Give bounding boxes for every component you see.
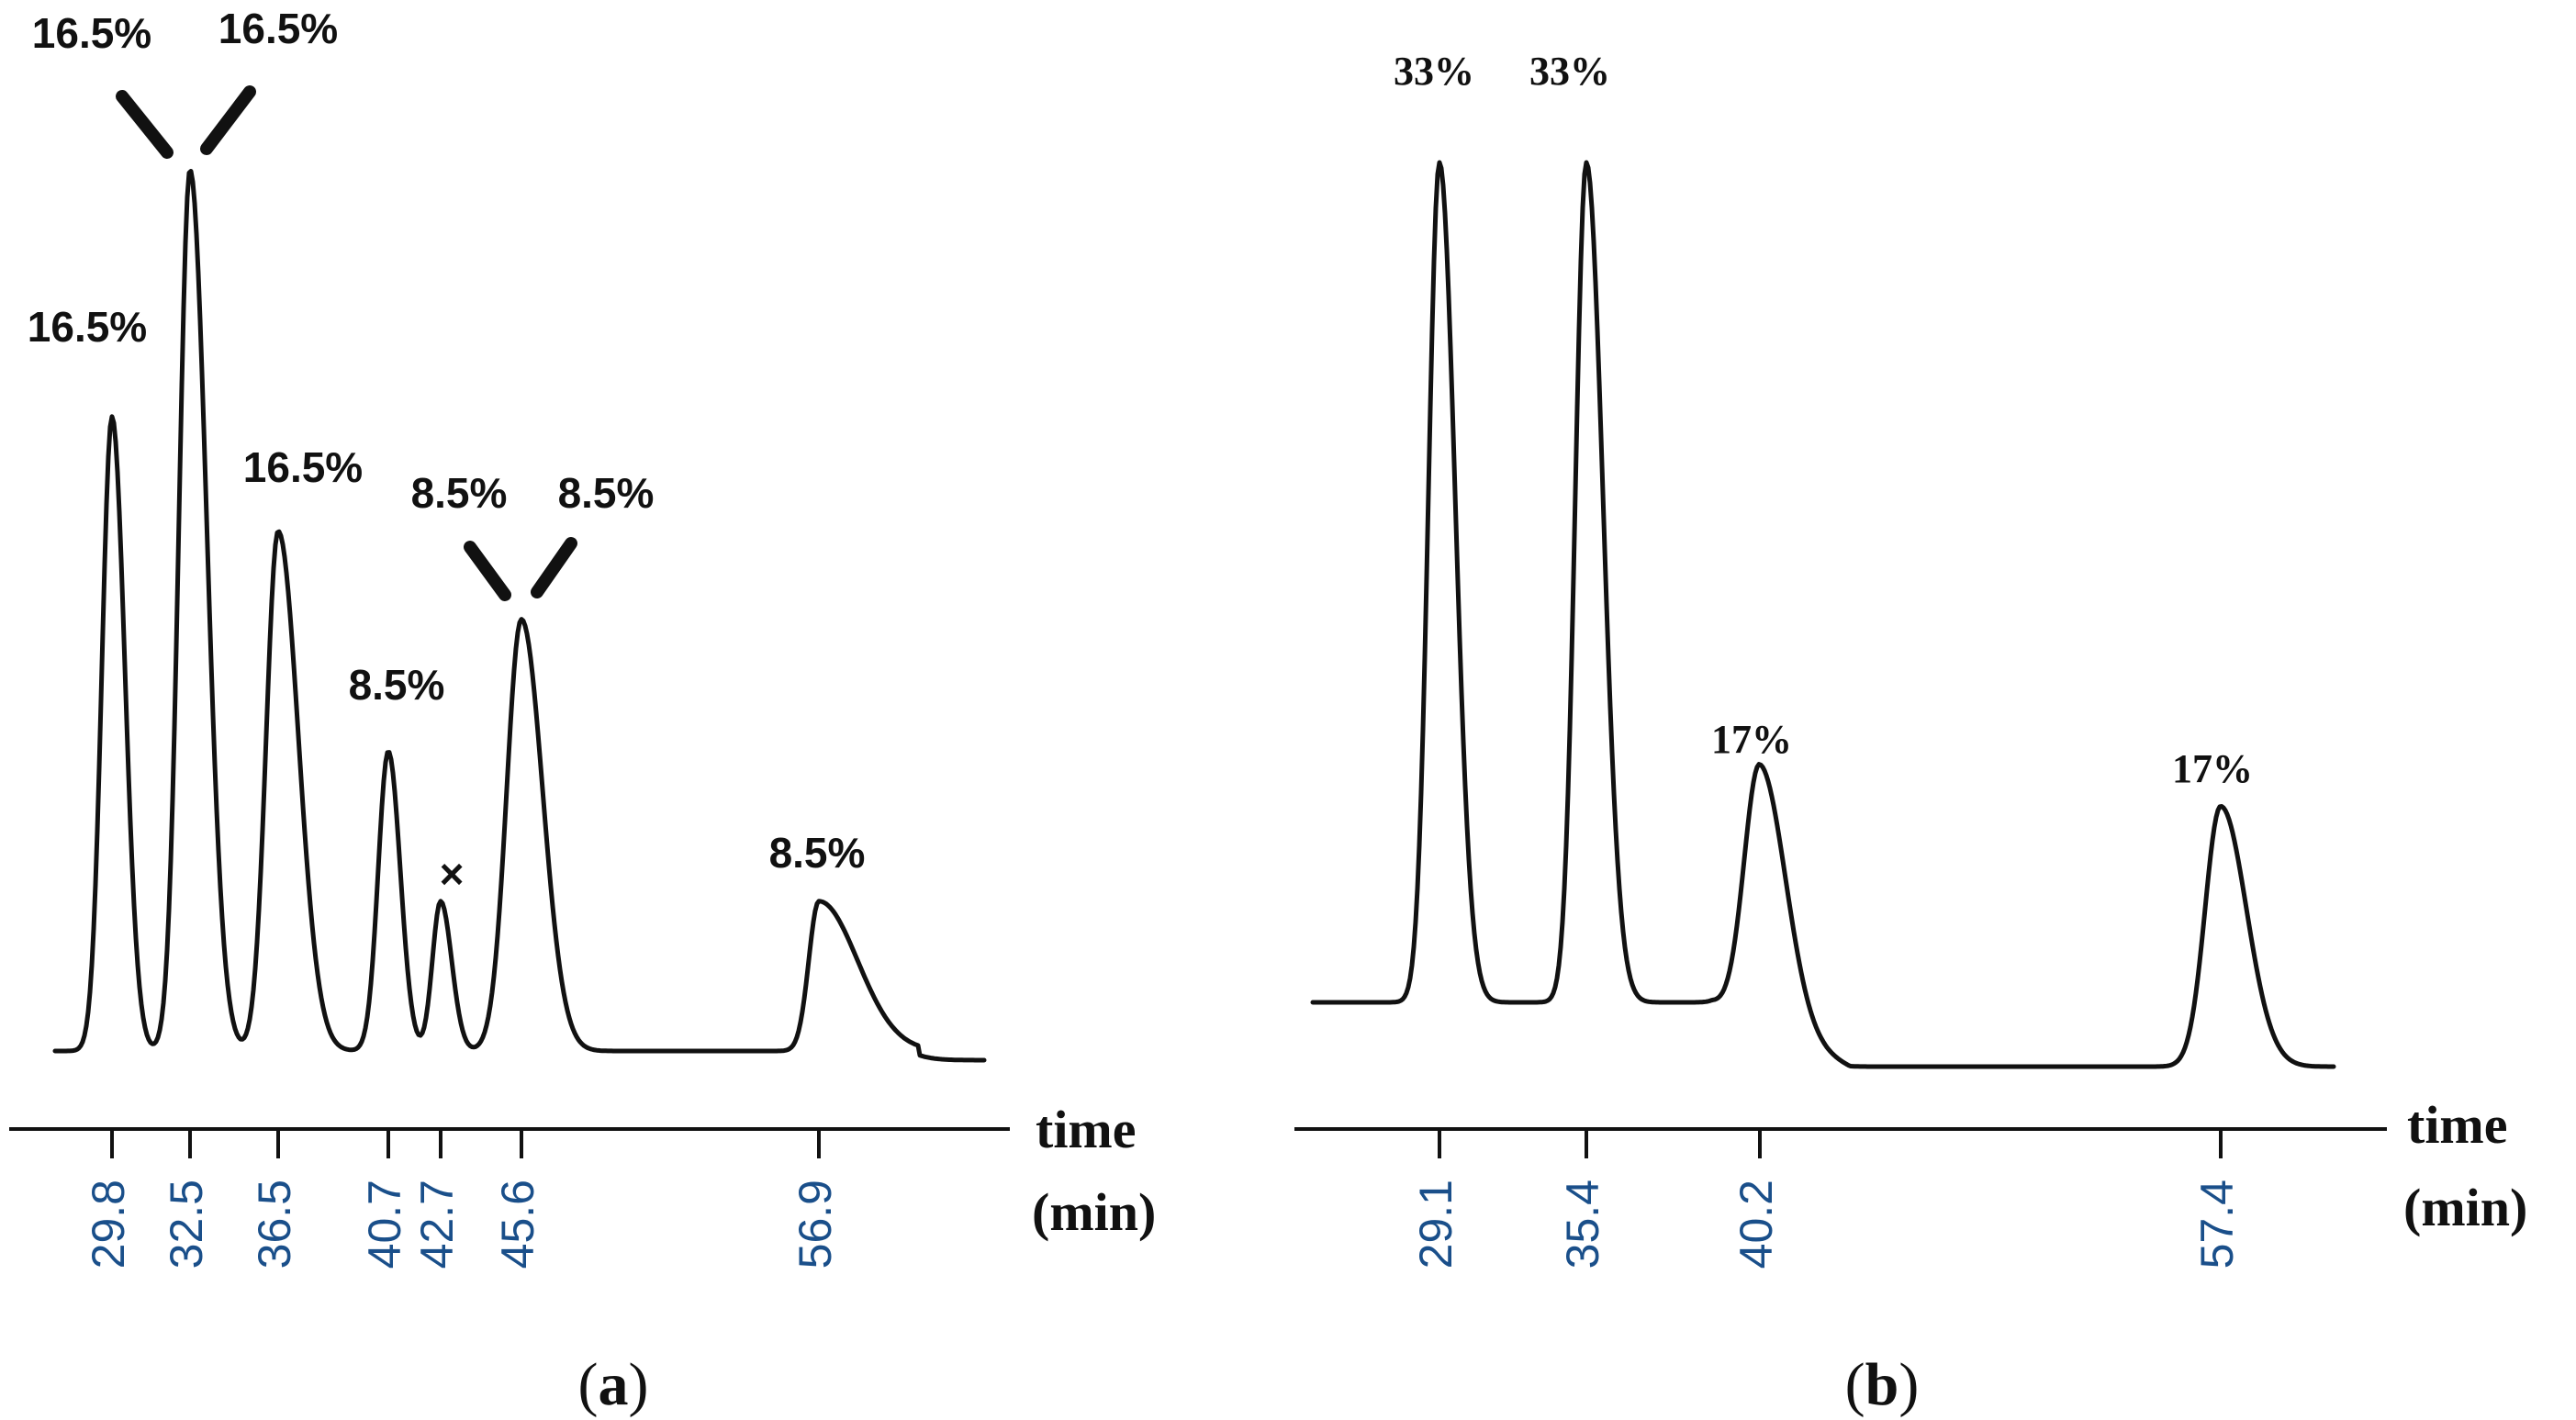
peak-label-group-a: 16.5% 16.5% 8.5% 8.5% × 16.5% 16.5% 8.5% 8.5%: [28, 5, 866, 898]
x-tick-label: 56.9: [790, 1180, 841, 1269]
panel-letter-a: a: [599, 1351, 629, 1418]
coelution-label: 8.5%: [558, 469, 655, 517]
x-tick-label: 45.6: [492, 1180, 543, 1269]
coelution-label: 16.5%: [32, 9, 151, 57]
x-label-unit-b: (min): [2403, 1178, 2527, 1237]
peak-label: 8.5%: [349, 661, 445, 709]
x-tick-label: 40.2: [1730, 1180, 1782, 1269]
peak-label: 33%: [1394, 49, 1474, 94]
x-tick-label: 57.4: [2191, 1180, 2243, 1269]
coelution-label: 8.5%: [411, 469, 508, 517]
coelution-pointer: [464, 541, 511, 601]
coelution-pointer: [531, 537, 577, 598]
x-label-time-b: time: [2407, 1095, 2508, 1155]
x-label-unit-a: (min): [1032, 1182, 1156, 1242]
x-tick-label: 32.5: [161, 1180, 212, 1269]
coelution-pointer: [200, 85, 256, 155]
panel-b: 29.1 35.4 40.2 57.4 33% 33% 17% 17% time (min)…: [1294, 49, 2527, 1418]
chromatogram-trace-b: [1310, 160, 2336, 1069]
coelution-label: 16.5%: [218, 5, 338, 52]
x-tick-label: 42.7: [411, 1180, 463, 1269]
tick-group-b: 29.1 35.4 40.2 57.4: [1410, 1129, 2243, 1269]
peak-label: 16.5%: [243, 443, 363, 491]
panel-label-a: (a): [578, 1351, 649, 1418]
peak-label: 17%: [1711, 717, 1792, 762]
x-tick-label: 29.8: [83, 1180, 134, 1269]
peak-label: 33%: [1529, 49, 1610, 94]
panel-label-b: (b): [1845, 1351, 1920, 1418]
x-tick-label: 29.1: [1410, 1180, 1462, 1269]
coelution-pointer: [116, 90, 174, 159]
panel-letter-b: b: [1865, 1351, 1899, 1418]
chromatogram-trace-a: [52, 169, 987, 1063]
peak-label: 8.5%: [769, 829, 866, 877]
tick-group-a: 29.8 32.5 36.5 40.7 42.7 45.6 56.9: [83, 1129, 841, 1269]
peak-label: 16.5%: [28, 303, 147, 351]
x-tick-label: 40.7: [359, 1180, 410, 1269]
impurity-marker: ×: [440, 850, 465, 898]
panel-a: 29.8 32.5 36.5 40.7 42.7 45.6 56.9 16.5% 16.5% 8…: [9, 5, 1156, 1418]
x-label-time-a: time: [1036, 1100, 1137, 1159]
x-tick-label: 36.5: [249, 1180, 300, 1269]
peak-label: 17%: [2172, 746, 2253, 791]
x-tick-label: 35.4: [1557, 1180, 1608, 1269]
peak-label-group-b: 33% 33% 17% 17%: [1394, 49, 2253, 791]
